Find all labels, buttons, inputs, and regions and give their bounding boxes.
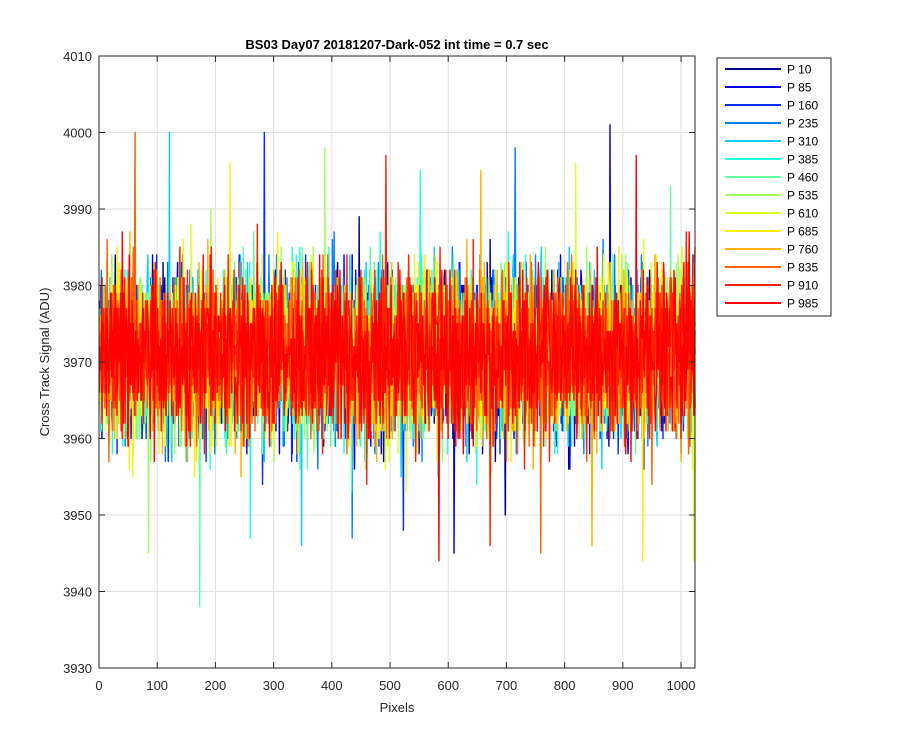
y-tick-label: 3990 — [63, 202, 92, 217]
y-tick-label: 4000 — [63, 126, 92, 141]
y-tick-label: 3950 — [63, 508, 92, 523]
legend-entry-label: P 910 — [787, 279, 818, 293]
series-line-p985 — [98, 154, 696, 562]
x-tick-label: 300 — [263, 678, 285, 693]
y-tick-label: 3980 — [63, 279, 92, 294]
legend-entry-label: P 535 — [787, 189, 818, 203]
legend-entry-label: P 235 — [787, 117, 818, 131]
x-tick-label: 200 — [205, 678, 227, 693]
y-axis-label: Cross Track Signal (ADU) — [37, 288, 52, 437]
x-tick-label: 600 — [437, 678, 459, 693]
x-tick-label: 0 — [95, 678, 102, 693]
legend-entry-label: P 610 — [787, 207, 818, 221]
x-axis-label: Pixels — [380, 700, 415, 715]
legend-entry-label: P 460 — [787, 171, 818, 185]
y-tick-label: 3930 — [63, 661, 92, 676]
legend-entry-label: P 385 — [787, 153, 818, 167]
x-tick-label: 900 — [612, 678, 634, 693]
y-tick-label: 3940 — [63, 585, 92, 600]
y-tick-label: 4010 — [63, 49, 92, 64]
x-tick-label: 400 — [321, 678, 343, 693]
legend-entry-label: P 85 — [787, 81, 812, 95]
legend-box — [716, 57, 832, 317]
legend-entry-label: P 685 — [787, 225, 818, 239]
x-tick-label: 1000 — [667, 678, 696, 693]
legend-entry-label: P 985 — [787, 297, 818, 311]
legend-entry-label: P 760 — [787, 243, 818, 257]
legend-entry-label: P 310 — [787, 135, 818, 149]
x-tick-label: 800 — [554, 678, 576, 693]
x-tick-label: 500 — [379, 678, 401, 693]
legend-entry-label: P 10 — [787, 63, 812, 77]
axis-ticks: 0 100 200 300 400 500 600 700 800 900 1000 3930 3940… — [63, 49, 695, 693]
x-tick-label: 700 — [496, 678, 518, 693]
legend-entry-label: P 835 — [787, 261, 818, 275]
legend-entry-label: P 160 — [787, 99, 818, 113]
x-tick-label: 100 — [146, 678, 168, 693]
legend: P 10 P 85 P 160 P 235 P 310 P 385 P 460 P 535 P … — [716, 57, 832, 317]
chart-title: BS03 Day07 20181207-Dark-052 int time = … — [245, 37, 548, 52]
y-tick-label: 3960 — [63, 432, 92, 447]
series-lines — [98, 124, 696, 608]
y-tick-label: 3970 — [63, 355, 92, 370]
